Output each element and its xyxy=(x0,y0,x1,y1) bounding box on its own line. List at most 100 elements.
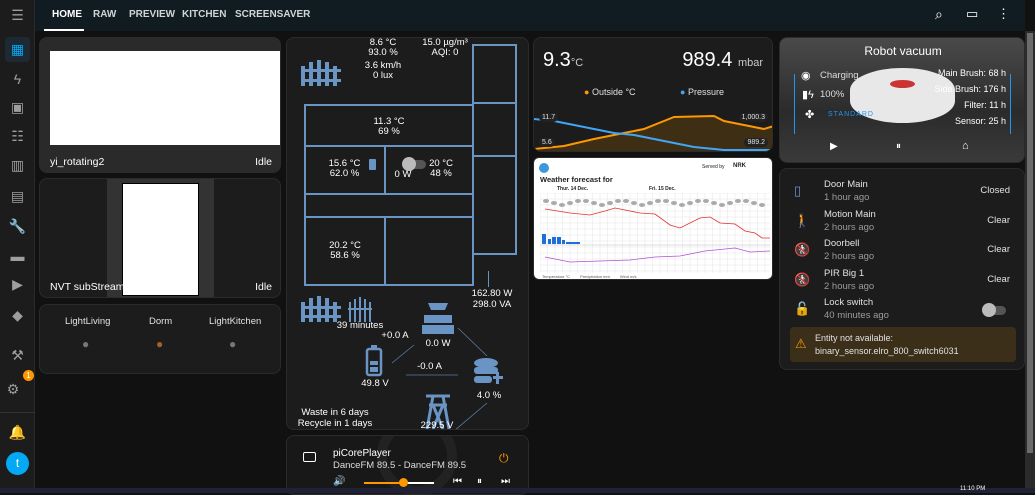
pause-button[interactable]: ⏸ xyxy=(896,141,901,152)
taskbar: 11:10 PM xyxy=(0,486,1035,493)
overview-icon[interactable]: ▦ xyxy=(5,37,30,62)
notifications-icon[interactable]: 🔔 xyxy=(8,424,27,440)
weather-symbol-icon xyxy=(671,201,677,205)
room3-switch[interactable] xyxy=(402,157,426,171)
entity-last-changed: 2 hours ago xyxy=(824,251,875,262)
solar-panel-icon xyxy=(422,303,454,334)
settings-badge: 1 xyxy=(23,370,34,381)
camera-card-nvt[interactable]: NVT subStream Idle xyxy=(39,178,281,298)
weather-title: Weather forecast for xyxy=(540,175,613,184)
next-track-button[interactable]: ⏭ xyxy=(501,476,510,487)
search-icon[interactable]: ⌕ xyxy=(935,6,943,22)
assist-icon[interactable]: ▭ xyxy=(966,6,979,21)
more-vert-icon[interactable]: ⋮ xyxy=(997,6,1010,21)
light-name: LightKitchen xyxy=(209,316,262,327)
wind-speed: 3.6 km/h xyxy=(364,60,402,71)
pause-button[interactable]: ⏸ xyxy=(477,476,482,487)
temp-value: 9.3 xyxy=(543,49,571,71)
main-brush: Main Brush: 68 h xyxy=(937,68,1006,78)
history-icon[interactable]: ▥ xyxy=(10,157,25,173)
power-button[interactable]: ⏻ xyxy=(499,451,509,465)
cast-icon[interactable] xyxy=(303,452,316,462)
fan-icon[interactable]: ✤ xyxy=(805,109,815,121)
tab-kitchen[interactable]: KITCHEN xyxy=(182,9,227,20)
light-bulb-icon[interactable]: ● xyxy=(82,337,90,351)
volume-icon[interactable]: 🔊 xyxy=(333,476,346,487)
docker-icon[interactable]: ◆ xyxy=(12,307,23,323)
weather-legend: Temperature °C Precipitation mm Wind m/s xyxy=(542,274,637,279)
weather-symbol-icon xyxy=(631,201,637,205)
tab-preview[interactable]: PREVIEW xyxy=(129,9,176,20)
taskbar-clock: 11:10 PM xyxy=(960,486,986,492)
top-bar: HOME RAW PREVIEW KITCHEN SCREENSAVER ⌕ ▭… xyxy=(35,0,1025,31)
calendar-icon[interactable]: ▤ xyxy=(10,188,25,204)
entity-name: Doorbell xyxy=(824,238,860,249)
weather-symbol-icon xyxy=(639,203,645,207)
tab-screensaver[interactable]: SCREENSAVER xyxy=(235,9,311,20)
weather-symbol-icon xyxy=(567,201,573,205)
nrk-logo: NRK xyxy=(733,163,746,169)
weather-symbol-icon xyxy=(663,199,669,203)
weather-symbol-icon xyxy=(711,201,717,205)
weather-symbol-icon xyxy=(759,203,765,207)
lock-switch-toggle[interactable] xyxy=(982,303,1006,317)
weather-symbol-icon xyxy=(615,199,621,203)
weather-symbol-icon xyxy=(655,199,661,203)
weather-symbol-icon xyxy=(687,201,693,205)
weather-symbol-icon xyxy=(623,199,629,203)
media-icon[interactable]: ▶ xyxy=(12,276,23,292)
recycle-schedule: Recycle in 1 days xyxy=(297,418,373,429)
fence-icon xyxy=(301,60,341,86)
camera-name: yi_rotating2 xyxy=(50,156,105,168)
room1-temp: 11.3 °C xyxy=(373,116,405,127)
battery-current: +0.0 A xyxy=(381,330,409,341)
hacs-icon[interactable]: ▬ xyxy=(10,247,25,264)
light-bulb-icon[interactable]: ● xyxy=(229,337,237,351)
waste-schedule: Waste in 6 days xyxy=(301,407,369,418)
light-name: LightLiving xyxy=(65,316,111,327)
energy-icon[interactable]: ϟ xyxy=(13,70,22,87)
vacuum-image xyxy=(850,68,955,123)
fan-speed[interactable]: STANDARD xyxy=(828,111,874,118)
info-border-right xyxy=(1010,74,1011,134)
side-brush: Side Brush: 176 h xyxy=(934,84,1006,94)
weather-symbol-icon xyxy=(647,201,653,205)
battery-icon xyxy=(365,345,383,377)
weather-forecast-card[interactable]: Served by NRK Weather forecast for Thur.… xyxy=(533,157,773,280)
weather-symbol-icon xyxy=(575,199,581,203)
start-button[interactable]: ▶ xyxy=(830,141,838,152)
room-outline xyxy=(472,155,517,255)
tab-raw[interactable]: RAW xyxy=(93,9,117,20)
sensor: Sensor: 25 h xyxy=(954,116,1006,126)
weather-symbol-icon xyxy=(735,199,741,203)
vacuum-battery: 100% xyxy=(820,89,845,100)
warning-entity: binary_sensor.elro_800_switch6031 xyxy=(815,346,959,356)
weather-symbol-icon xyxy=(695,199,701,203)
power-watts: 162.80 W xyxy=(471,288,513,299)
menu-icon[interactable]: ☰ xyxy=(11,7,24,23)
sensor-graph-card[interactable]: 9.3°C 989.4 mbar ● Outside °C ● Pressure… xyxy=(533,37,773,152)
entity-state: Clear xyxy=(987,273,1010,285)
map-icon[interactable]: ▣ xyxy=(10,99,25,115)
warning-title: Entity not available: xyxy=(815,333,894,343)
filter: Filter: 11 h xyxy=(964,100,1006,110)
weather-day2: Fri. 15 Dec. xyxy=(649,186,676,192)
entity-state: Closed xyxy=(980,185,1010,196)
pressure-value: 989.4 xyxy=(682,49,733,71)
logbook-icon[interactable]: ☷ xyxy=(11,128,24,144)
room3-humidity: 48 % xyxy=(430,168,452,179)
return-home-button[interactable]: ⌂ xyxy=(962,140,969,152)
scrollbar[interactable] xyxy=(1025,31,1035,488)
settings-icon[interactable]: ⚙ xyxy=(6,381,20,397)
status-icon: ◉ xyxy=(801,70,811,82)
volume-knob[interactable] xyxy=(398,478,408,487)
light-bulb-icon[interactable]: ● xyxy=(156,337,164,351)
door-icon: ▯ xyxy=(794,183,802,198)
developer-tools-icon[interactable]: ⚒ xyxy=(11,347,24,363)
camera-card-yi[interactable]: yi_rotating2 Idle xyxy=(39,37,281,173)
tab-home[interactable]: HOME xyxy=(52,9,82,20)
previous-track-button[interactable]: ⏮ xyxy=(453,476,462,487)
wrench-icon[interactable]: 🔧 xyxy=(8,218,27,234)
avatar[interactable]: t xyxy=(6,452,29,475)
precipitation-bars xyxy=(542,234,580,244)
